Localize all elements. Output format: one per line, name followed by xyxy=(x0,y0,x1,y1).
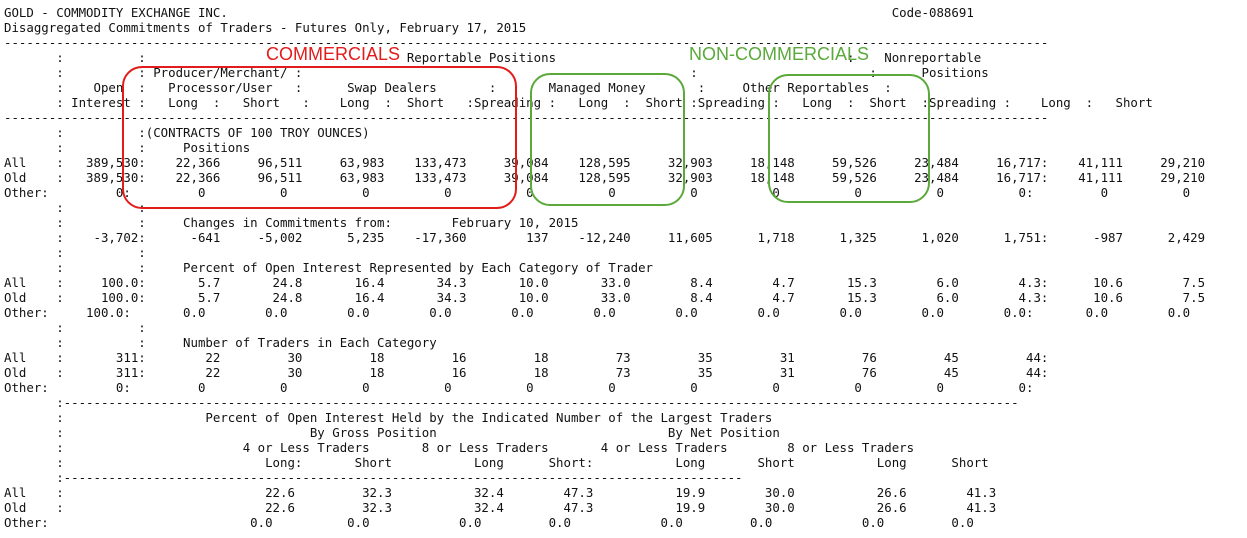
report-line: Old : 389,530: 22,366 96,511 63,983 133,… xyxy=(4,170,1206,185)
report-line: Old : 22.6 32.3 32.4 47.3 19.9 30.0 26.6… xyxy=(4,500,997,515)
report-line: All : 389,530: 22,366 96,511 63,983 133,… xyxy=(4,155,1206,170)
report-line: : -3,702: -641 -5,002 5,235 -17,360 137 … xyxy=(4,230,1206,245)
report-line: : : Positions xyxy=(4,140,251,155)
cot-report-text: GOLD - COMMODITY EXCHANGE INC. Code-0886… xyxy=(4,5,1205,530)
report-line: : : xyxy=(4,245,146,260)
other-reportables-highlight-box xyxy=(768,74,930,203)
report-line: : : Number of Traders in Each Category xyxy=(4,335,437,350)
report-line: : : xyxy=(4,200,146,215)
report-line: : Percent of Open Interest Held by the I… xyxy=(4,410,773,425)
report-line: : : Producer/Merchant/ : : : Positions xyxy=(4,65,989,80)
report-line: Old : 100.0: 5.7 24.8 16.4 34.3 10.0 33.… xyxy=(4,290,1206,305)
report-line: Other: 0.0 0.0 0.0 0.0 0.0 0.0 0.0 0.0 xyxy=(4,515,974,530)
report-line: ----------------------------------------… xyxy=(4,110,1049,125)
report-line: Old : 311: 22 30 18 16 18 73 35 31 76 45… xyxy=(4,365,1049,380)
report-line: : Interest : Long : Short : Long : Short… xyxy=(4,95,1153,110)
report-line: : : Percent of Open Interest Represented… xyxy=(4,260,654,275)
report-line: : Open : Processor/User : Swap Dealers :… xyxy=(4,80,892,95)
report-line: All : 100.0: 5.7 24.8 16.4 34.3 10.0 33.… xyxy=(4,275,1206,290)
report-line: Other: 100.0: 0.0 0.0 0.0 0.0 0.0 0.0 0.… xyxy=(4,305,1191,320)
report-line: : : xyxy=(4,320,146,335)
report-line: GOLD - COMMODITY EXCHANGE INC. Code-0886… xyxy=(4,5,974,20)
managed-money-highlight-box xyxy=(530,73,685,206)
non-commercials-label: NON-COMMERCIALS xyxy=(689,44,870,64)
report-line: : 4 or Less Traders 8 or Less Traders 4 … xyxy=(4,440,915,455)
report-line: :---------------------------------------… xyxy=(4,395,1019,410)
report-line: : By Gross Position By Net Position xyxy=(4,425,780,440)
report-line: : Long: Short Long Short: Long Short Lon… xyxy=(4,455,989,470)
report-line: Other: 0: 0 0 0 0 0 0 0 0 0 0 0: 0 0 xyxy=(4,185,1191,200)
report-line: :---------------------------------------… xyxy=(4,470,743,485)
report-line: Other: 0: 0 0 0 0 0 0 0 0 0 0 0: xyxy=(4,380,1034,395)
report-line: : : Reportable Positions : Nonreportable xyxy=(4,50,982,65)
report-line: All : 311: 22 30 18 16 18 73 35 31 76 45… xyxy=(4,350,1049,365)
report-line: All : 22.6 32.3 32.4 47.3 19.9 30.0 26.6… xyxy=(4,485,997,500)
report-line: : :(CONTRACTS OF 100 TROY OUNCES) xyxy=(4,125,370,140)
commercials-highlight-box xyxy=(122,66,517,209)
report-line: : : Changes in Commitments from: Februar… xyxy=(4,215,579,230)
report-line: ----------------------------------------… xyxy=(4,35,1049,50)
commercials-label: COMMERCIALS xyxy=(266,44,401,64)
report-line: Disaggregated Commitments of Traders - F… xyxy=(4,20,527,35)
